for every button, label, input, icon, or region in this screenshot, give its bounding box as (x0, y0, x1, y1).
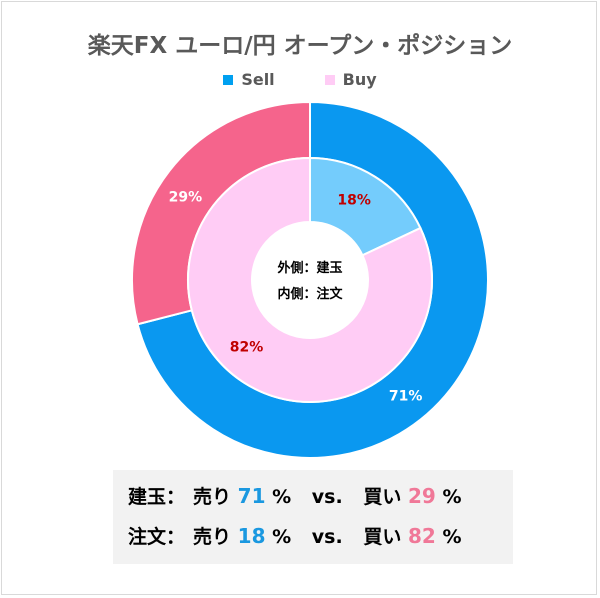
outer-ring-label-buy: 29% (169, 189, 203, 205)
legend-item-sell: Sell (223, 70, 275, 89)
summary-row-positions: 建玉： 売り 71 % vs. 買い 29 % (128, 482, 462, 509)
buy-word: 買い (363, 526, 402, 548)
legend-swatch-sell (223, 74, 234, 85)
vs-text: vs. (311, 486, 343, 508)
percent-sign: % (272, 486, 292, 508)
legend-label-buy: Buy (342, 70, 377, 89)
inner-ring-label-buy: 82% (230, 340, 264, 356)
center-text-line-1: 外側：建玉 (276, 260, 342, 276)
summary-box: 建玉： 売り 71 % vs. 買い 29 % 注文： 売り 18 % vs. 買い… (113, 470, 513, 564)
percent-sign: % (272, 526, 292, 548)
row-label: 建玉： (128, 486, 186, 508)
sell-word: 売り (193, 526, 232, 548)
legend-label-sell: Sell (241, 70, 275, 89)
row-label: 注文： (128, 526, 186, 548)
center-text-line-2: 内側：注文 (277, 286, 343, 302)
outer-ring-label-sell: 71% (389, 389, 423, 405)
inner-ring-slice-buy (187, 156, 433, 403)
chart-title: 楽天FX ユーロ/円 オープン・ポジション (87, 33, 513, 59)
buy-value: 29 (407, 484, 436, 508)
summary-row-orders: 注文： 売り 18 % vs. 買い 82 % (128, 522, 462, 549)
legend-swatch-buy (324, 74, 335, 85)
sell-value: 71 (237, 484, 266, 508)
buy-value: 82 (407, 524, 436, 548)
buy-word: 買い (363, 486, 402, 508)
chart-legend: Sell Buy (0, 70, 600, 89)
percent-sign: % (442, 486, 462, 508)
legend-item-buy: Buy (324, 70, 377, 89)
percent-sign: % (442, 526, 462, 548)
sell-word: 売り (193, 486, 232, 508)
sell-value: 18 (237, 524, 266, 548)
vs-text: vs. (311, 526, 343, 548)
inner-ring-label-sell: 18% (337, 192, 371, 208)
